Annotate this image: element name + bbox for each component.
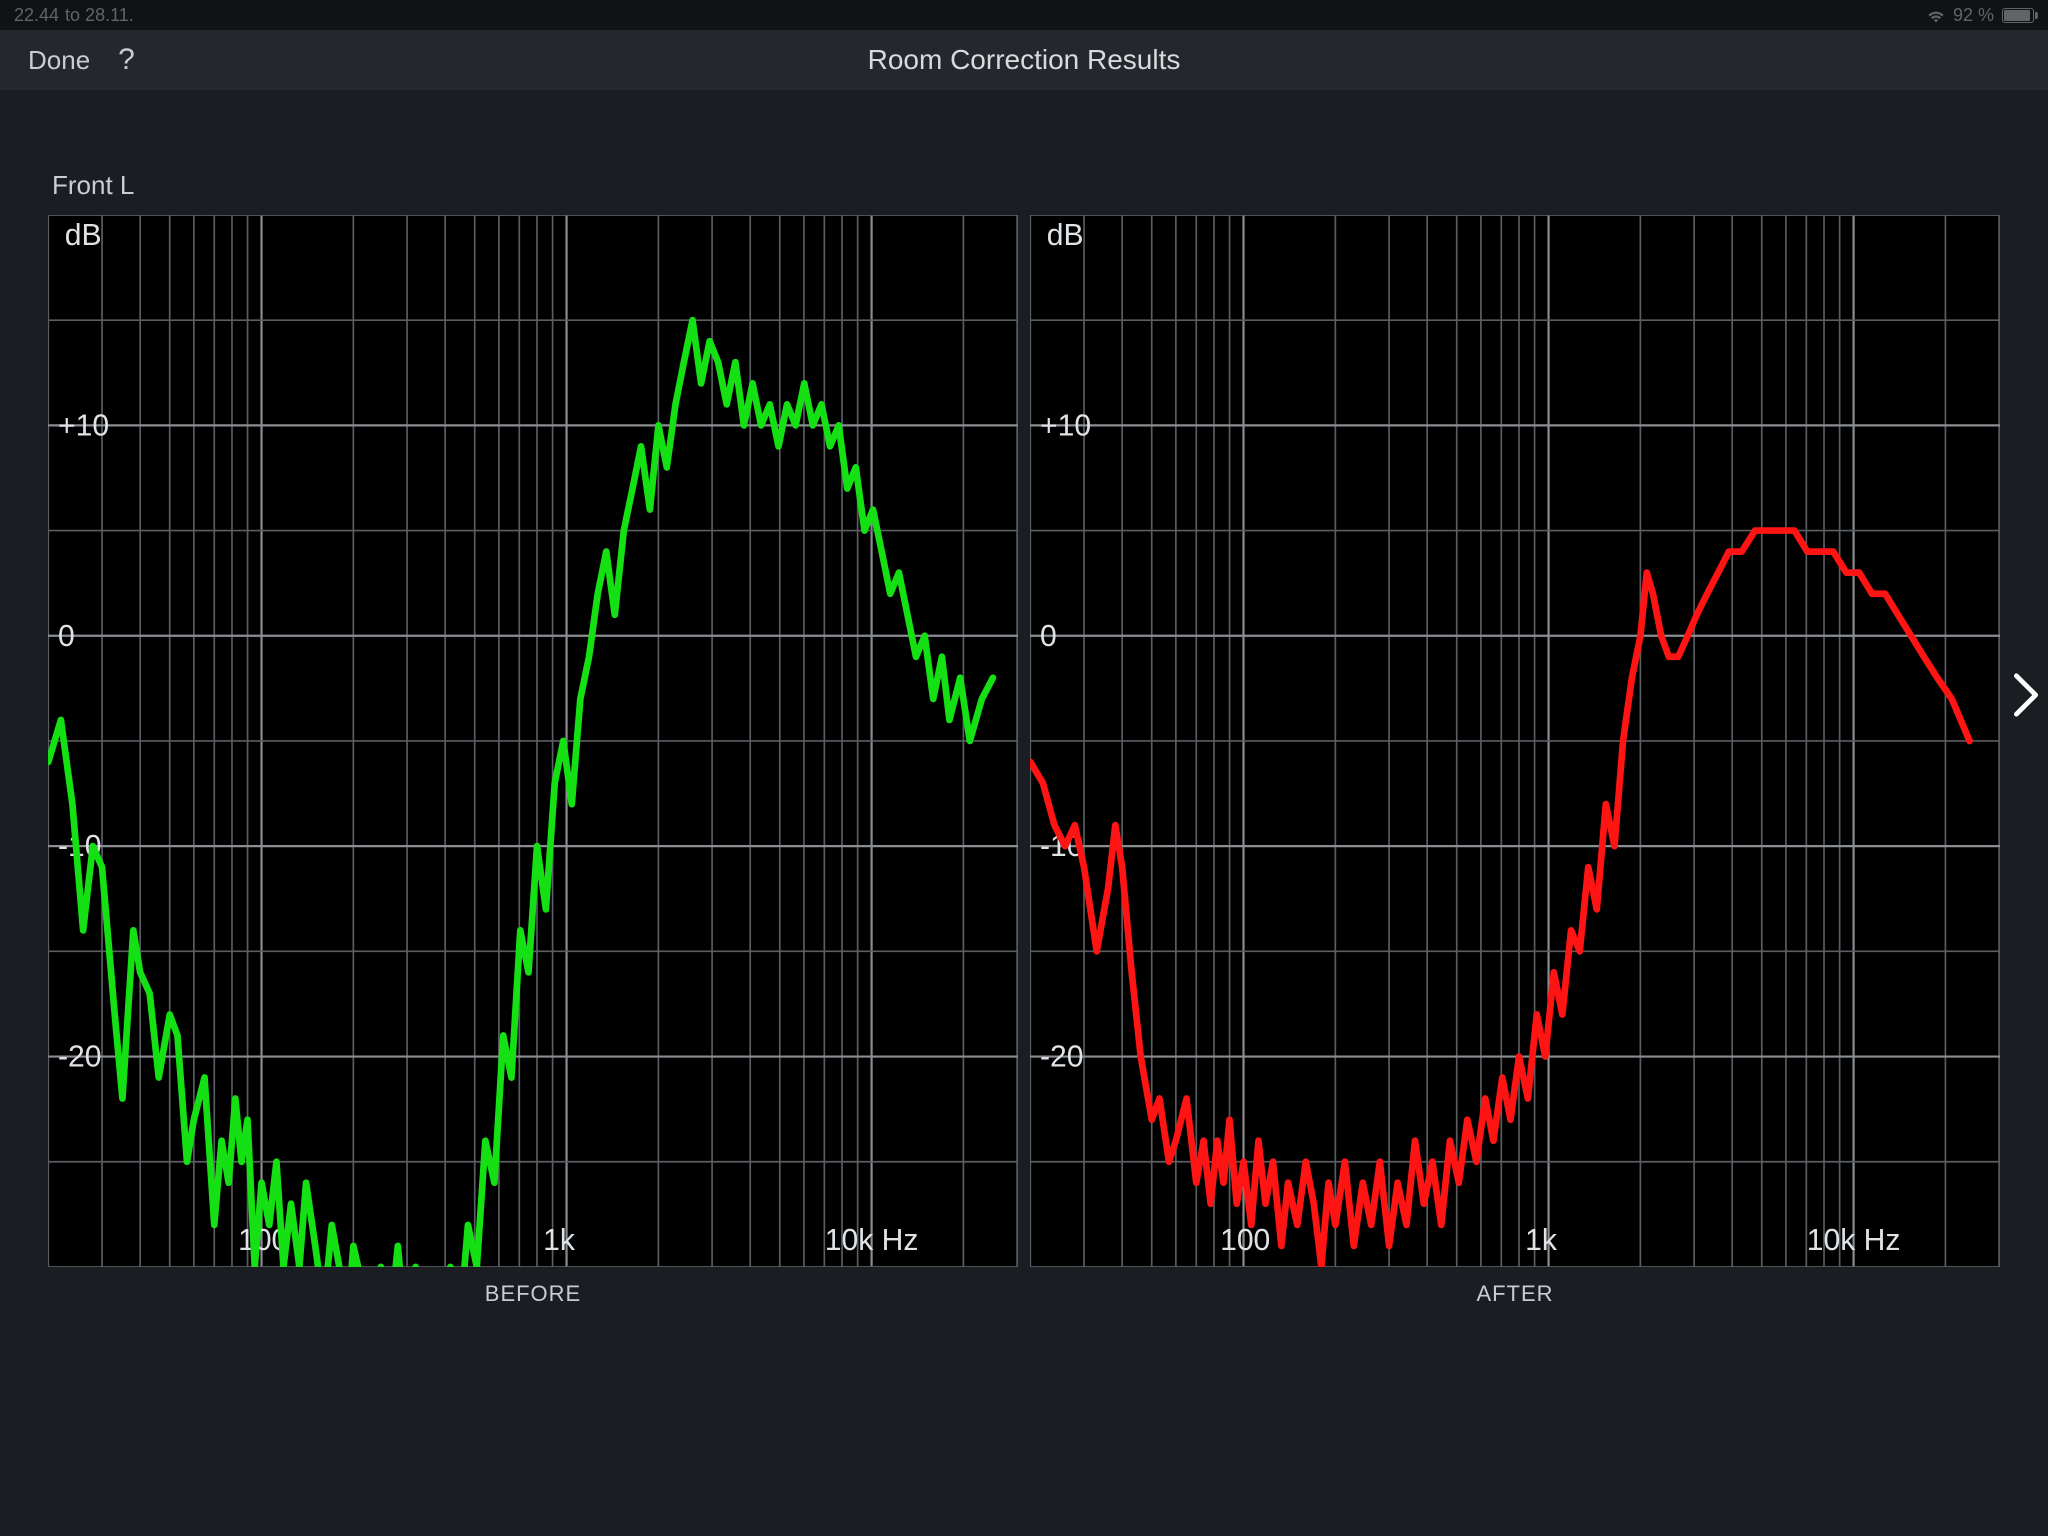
- chart-before-panel: dB+100-10-201001k10k Hz BEFORE: [48, 215, 1018, 1307]
- chart-after: dB+100-10-201001k10k Hz: [1030, 215, 2000, 1267]
- svg-text:+10: +10: [58, 409, 109, 442]
- done-button[interactable]: Done: [28, 45, 90, 76]
- svg-text:10k Hz: 10k Hz: [1807, 1224, 1901, 1257]
- chart-before-caption: BEFORE: [48, 1281, 1018, 1307]
- next-button[interactable]: [2008, 671, 2044, 719]
- chart-after-caption: AFTER: [1030, 1281, 2000, 1307]
- svg-text:dB: dB: [1047, 219, 1084, 252]
- battery-icon: [2002, 8, 2034, 23]
- svg-text:1k: 1k: [543, 1224, 576, 1257]
- channel-label: Front L: [52, 170, 2000, 201]
- svg-text:+10: +10: [1040, 409, 1091, 442]
- svg-text:0: 0: [58, 620, 75, 653]
- status-date: to 28.11.: [65, 5, 134, 26]
- svg-text:dB: dB: [65, 219, 102, 252]
- status-bar: 22.44 to 28.11. 92 %: [0, 0, 2048, 30]
- svg-text:-20: -20: [58, 1041, 101, 1074]
- status-battery-pct: 92 %: [1953, 5, 1994, 26]
- svg-text:10k Hz: 10k Hz: [825, 1224, 919, 1257]
- status-time: 22.44: [14, 5, 59, 26]
- svg-text:100: 100: [1220, 1224, 1270, 1257]
- chart-before: dB+100-10-201001k10k Hz: [48, 215, 1018, 1267]
- nav-bar: Done ? Room Correction Results: [0, 30, 2048, 90]
- charts-row: dB+100-10-201001k10k Hz BEFORE dB+100-10…: [48, 215, 2000, 1307]
- page-title: Room Correction Results: [0, 44, 2048, 76]
- svg-text:-20: -20: [1040, 1041, 1083, 1074]
- wifi-icon: [1927, 8, 1945, 22]
- chart-after-panel: dB+100-10-201001k10k Hz AFTER: [1030, 215, 2000, 1307]
- help-button[interactable]: ?: [118, 43, 135, 77]
- svg-text:0: 0: [1040, 620, 1057, 653]
- svg-text:1k: 1k: [1525, 1224, 1558, 1257]
